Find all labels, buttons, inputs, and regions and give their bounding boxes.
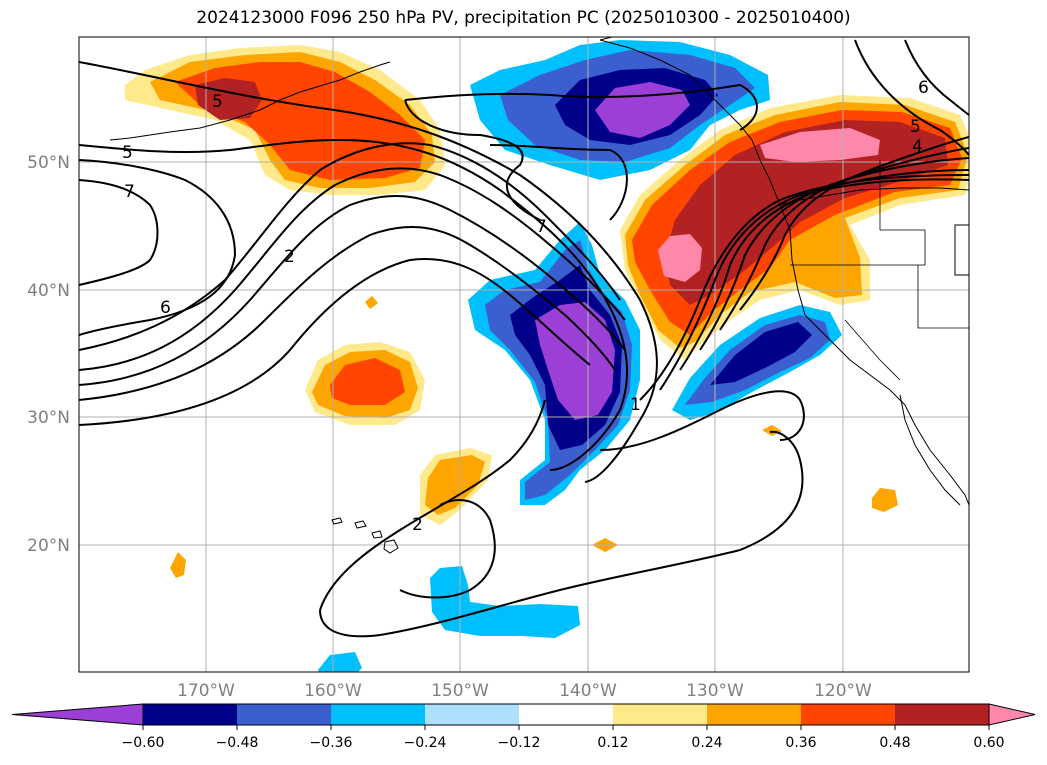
precip-positive-spot: [365, 296, 378, 309]
contour-label: 5: [910, 117, 921, 137]
colorbar-tick-label: 0.24: [691, 735, 722, 751]
colorbar-tick-label: 0.48: [879, 735, 910, 751]
contour-label: 7: [536, 217, 547, 237]
coastlines: [109, 37, 969, 506]
lat-label: 50°N: [27, 153, 70, 173]
map-frame: [78, 36, 970, 673]
colorbar-box: [331, 704, 426, 725]
lon-label: 160°W: [304, 681, 362, 701]
state-borders: [790, 160, 969, 381]
colorbar-box: [707, 704, 802, 725]
colorbar-box: [801, 704, 896, 725]
graticule: [79, 37, 969, 672]
colorbar-extend-high: [988, 703, 1036, 726]
longitude-labels: 170°W 160°W 150°W 140°W 130°W 120°W: [177, 681, 872, 701]
contour-label: 6: [160, 298, 171, 318]
map-title: 2024123000 F096 250 hPa PV, precipitatio…: [196, 8, 851, 28]
colorbar-extend-low: [11, 703, 144, 726]
colorbar-box: [425, 704, 520, 725]
precip-negative-south: [318, 566, 580, 672]
colorbar-tick-label: 0.36: [785, 735, 816, 751]
colorbar-tick-label: −0.48: [216, 735, 259, 751]
lat-label: 20°N: [27, 536, 70, 556]
colorbar-tick-label: 0.60: [973, 735, 1004, 751]
contour-label: 2: [412, 515, 423, 535]
lon-label: 120°W: [814, 681, 872, 701]
latitude-labels: 50°N 40°N 30°N 20°N: [27, 153, 70, 556]
colorbar-box: [519, 704, 614, 725]
contour-label: 1: [630, 395, 641, 415]
colorbar-box: [895, 704, 990, 725]
colorbar-frame: [142, 703, 990, 726]
precip-positive-subtropical: [305, 342, 425, 425]
map-panel: 5 5 7 6 2 7 1 2 5 4 6: [79, 37, 969, 672]
lon-label: 140°W: [559, 681, 617, 701]
colorbar-tick-label: 0.12: [597, 735, 628, 751]
colorbar: −0.60 −0.48 −0.36 −0.24 −0.12 0.12 0.24 0.36 0.4…: [11, 703, 1036, 751]
colorbar-tick-label: −0.60: [122, 735, 165, 751]
contour-label: 5: [122, 143, 133, 163]
colorbar-tick-label: −0.24: [404, 735, 447, 751]
contour-label: 6: [918, 78, 929, 98]
contour-label: 2: [284, 247, 295, 267]
lat-label: 30°N: [27, 408, 70, 428]
pv-contours: [79, 39, 969, 638]
lat-label: 40°N: [27, 281, 70, 301]
contour-labels: 5 5 7 6 2 7 1 2 5 4 6: [122, 78, 929, 535]
contour-label: 7: [124, 182, 135, 202]
precip-positive-hawaii: [420, 448, 492, 525]
precip-positive-spot: [170, 552, 186, 578]
precip-negative-gulf-alaska: [470, 40, 770, 180]
colorbar-box: [143, 704, 238, 725]
lon-label: 170°W: [177, 681, 235, 701]
contour-label: 4: [912, 137, 923, 157]
colorbar-box: [237, 704, 332, 725]
contour-label: 5: [212, 92, 223, 112]
colorbar-box: [613, 704, 708, 725]
lon-label: 130°W: [686, 681, 744, 701]
precip-positive-spot: [872, 488, 898, 512]
lon-label: 150°W: [431, 681, 489, 701]
colorbar-tick-label: −0.12: [498, 735, 541, 751]
colorbar-tick-label: −0.36: [310, 735, 353, 751]
precip-negative-central: [468, 222, 640, 505]
hawaiian-islands: [331, 517, 399, 554]
